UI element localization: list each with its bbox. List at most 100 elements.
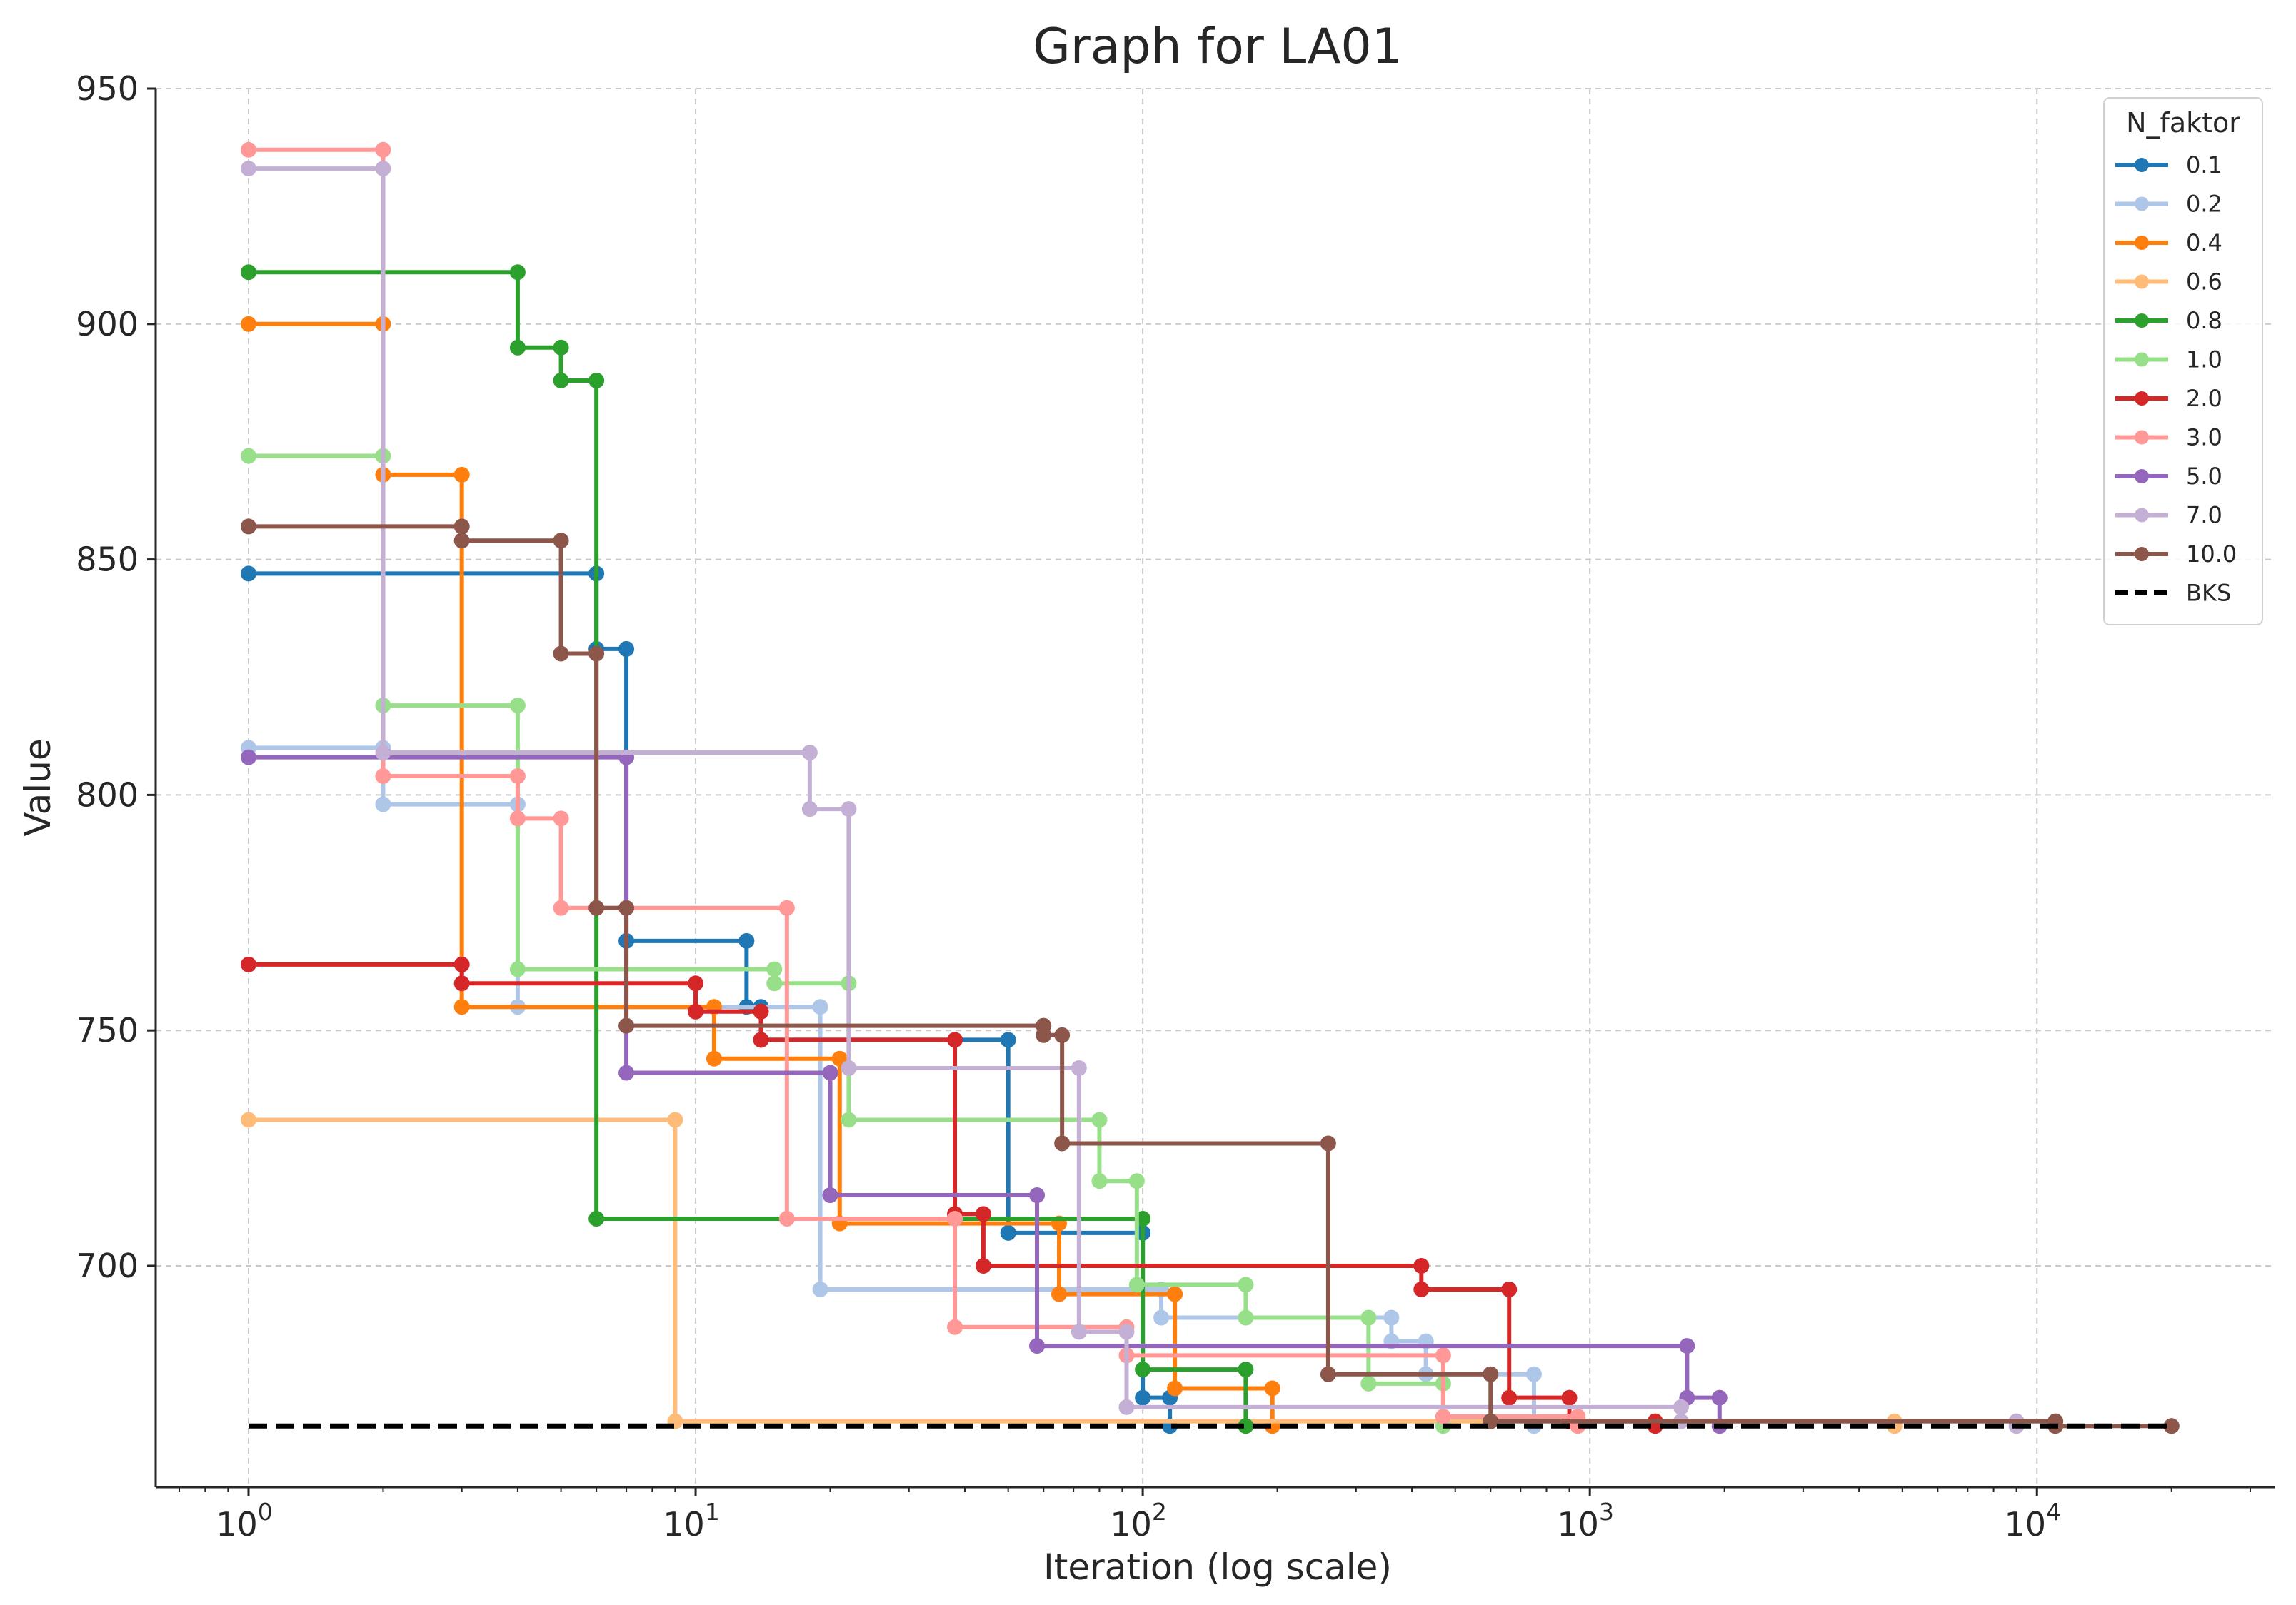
data-point (1000, 1224, 1016, 1241)
x-tick-label: 100 (216, 1498, 273, 1544)
x-tick-exponent: 0 (258, 1498, 273, 1526)
x-tick-label: 103 (1557, 1498, 1614, 1544)
data-point (588, 372, 605, 388)
legend-marker (2135, 274, 2149, 289)
legend-marker (2135, 236, 2149, 250)
data-point (1320, 1366, 1336, 1382)
data-point (553, 533, 569, 549)
data-point (667, 1112, 683, 1128)
data-point (1525, 1366, 1542, 1382)
legend-label: 0.4 (2186, 229, 2222, 256)
series-layer (240, 141, 2180, 1434)
legend-label: 5.0 (2186, 463, 2222, 490)
legend-label: 0.8 (2186, 307, 2222, 334)
x-tick-base: 10 (663, 1505, 705, 1544)
data-point (738, 932, 755, 949)
legend-item-7.0: 7.0 (2115, 502, 2222, 529)
data-point (509, 961, 526, 977)
data-point (947, 1032, 963, 1048)
data-point (688, 975, 704, 992)
data-point (1383, 1309, 1400, 1326)
legend-title: N_faktor (2126, 107, 2240, 139)
data-point (1071, 1324, 1087, 1340)
data-point (240, 749, 256, 765)
data-point (2163, 1418, 2180, 1434)
data-point (1483, 1366, 1499, 1382)
x-axis-label: Iteration (log scale) (1043, 1546, 1392, 1588)
data-point (553, 810, 569, 827)
data-point (1238, 1418, 1254, 1434)
data-point (947, 1211, 963, 1227)
data-point (509, 264, 526, 281)
y-tick-label: 800 (76, 775, 139, 814)
data-point (1711, 1389, 1728, 1406)
data-point (453, 518, 470, 535)
legend: N_faktor 0.1 0.2 0.4 0.6 0.8 1.0 2.0 3.0 5.0 7.0 10… (2103, 97, 2263, 625)
x-tick-base: 10 (1110, 1505, 1152, 1544)
data-point (240, 956, 256, 972)
axes (154, 89, 2275, 1489)
data-point (975, 1257, 991, 1274)
data-point (375, 768, 391, 785)
data-point (553, 372, 569, 388)
data-point (240, 518, 256, 535)
data-point (1679, 1338, 1695, 1354)
series-10.0 (240, 518, 2180, 1434)
data-point (375, 745, 391, 761)
legend-marker (2135, 508, 2149, 523)
data-point (812, 999, 828, 1015)
data-point (1167, 1380, 1183, 1397)
x-tick-exponent: 3 (1599, 1498, 1614, 1526)
data-point (1029, 1187, 1046, 1204)
legend-item-10.0: 10.0 (2115, 540, 2237, 568)
data-point (240, 1112, 256, 1128)
data-point (453, 999, 470, 1015)
legend-item-0.1: 0.1 (2115, 151, 2222, 178)
data-point (240, 264, 256, 281)
data-point (841, 801, 857, 817)
y-tick-label: 950 (76, 69, 139, 108)
data-point (1054, 1135, 1071, 1152)
data-point (753, 1003, 769, 1020)
legend-label: 2.0 (2186, 385, 2222, 412)
data-point (706, 1050, 722, 1067)
data-point (588, 900, 605, 916)
data-point (375, 141, 391, 158)
legend-label: 1.0 (2186, 346, 2222, 373)
data-point (618, 900, 635, 916)
legend-item-2.0: 2.0 (2115, 385, 2222, 412)
data-point (240, 316, 256, 332)
data-point (841, 1060, 857, 1076)
data-point (375, 161, 391, 177)
legend-marker (2135, 469, 2149, 483)
data-point (618, 1065, 635, 1081)
y-tick-label: 750 (76, 1011, 139, 1050)
data-point (766, 975, 783, 992)
legend-marker (2135, 547, 2149, 561)
data-point (947, 1319, 963, 1335)
legend-label: 0.2 (2186, 191, 2222, 218)
series-2.0 (240, 956, 1663, 1434)
data-point (801, 745, 818, 761)
legend-label: 3.0 (2186, 424, 2222, 451)
data-point (1238, 1277, 1254, 1293)
legend-item-0.6: 0.6 (2115, 268, 2222, 296)
legend-item-0.4: 0.4 (2115, 229, 2222, 256)
data-point (1264, 1380, 1280, 1397)
data-point (618, 1017, 635, 1034)
data-point (240, 448, 256, 464)
data-point (1029, 1338, 1046, 1354)
legend-marker (2135, 430, 2149, 445)
data-point (1153, 1309, 1170, 1326)
data-point (778, 900, 795, 916)
data-point (975, 1206, 991, 1222)
data-point (1000, 1032, 1016, 1048)
data-point (588, 1211, 605, 1227)
data-point (618, 640, 635, 657)
x-tick-label: 101 (663, 1498, 720, 1544)
data-point (240, 161, 256, 177)
data-point (688, 1003, 704, 1020)
data-point (1320, 1135, 1336, 1152)
